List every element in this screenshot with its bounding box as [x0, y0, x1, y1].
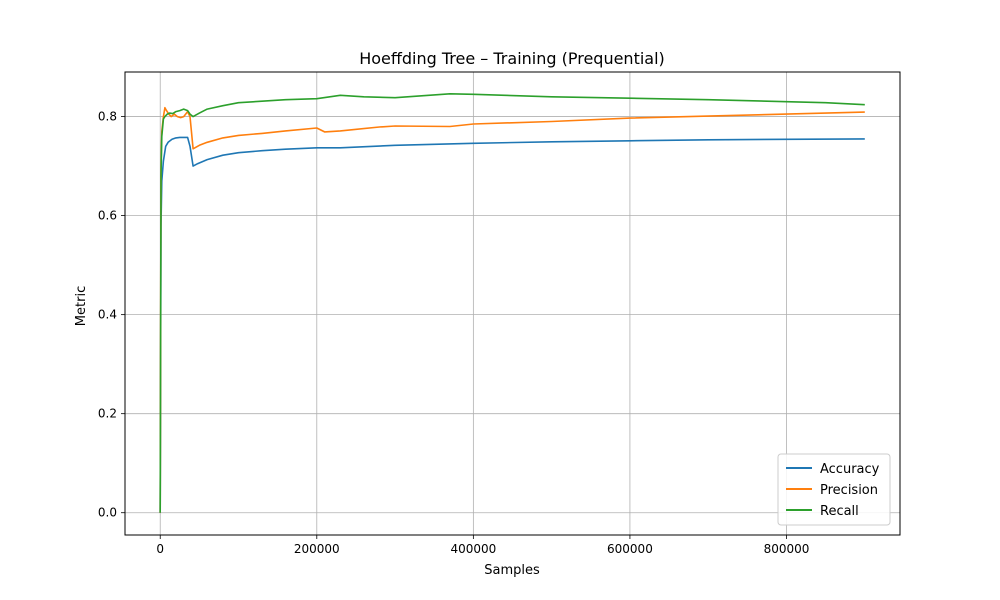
y-tick-label: 0.6: [98, 209, 117, 223]
plot-area-frame: [124, 71, 901, 536]
series-line-precision: [159, 106, 865, 513]
chart-title: Hoeffding Tree – Training (Prequential): [359, 49, 665, 68]
legend-box: [777, 453, 891, 526]
chart-legend: Accuracy Precision Recall: [777, 453, 891, 526]
series-line-accuracy: [159, 136, 865, 513]
legend-label-precision: Precision: [820, 483, 878, 498]
x-tick-label: 200000: [294, 542, 340, 556]
y-axis-label: Metric: [74, 286, 89, 326]
x-tick-label: 0: [156, 542, 164, 556]
x-tick-label: 400000: [450, 542, 496, 556]
y-tick-label: 0.0: [98, 506, 117, 520]
series-lines: [159, 93, 865, 513]
axis-ticks: 0 200000 400000 600000 800000 0.0 0.2 0.4 0.6 0.8: [98, 110, 809, 556]
y-tick-label: 0.2: [98, 407, 117, 421]
x-tick-label: 800000: [764, 542, 810, 556]
x-tick-label: 600000: [607, 542, 653, 556]
y-tick-label: 0.4: [98, 308, 117, 322]
y-tick-label: 0.8: [98, 110, 117, 124]
legend-label-accuracy: Accuracy: [820, 462, 880, 477]
x-axis-label: Samples: [484, 563, 540, 578]
legend-label-recall: Recall: [820, 504, 859, 519]
series-line-recall: [159, 93, 865, 513]
grid-lines: [125, 72, 900, 535]
